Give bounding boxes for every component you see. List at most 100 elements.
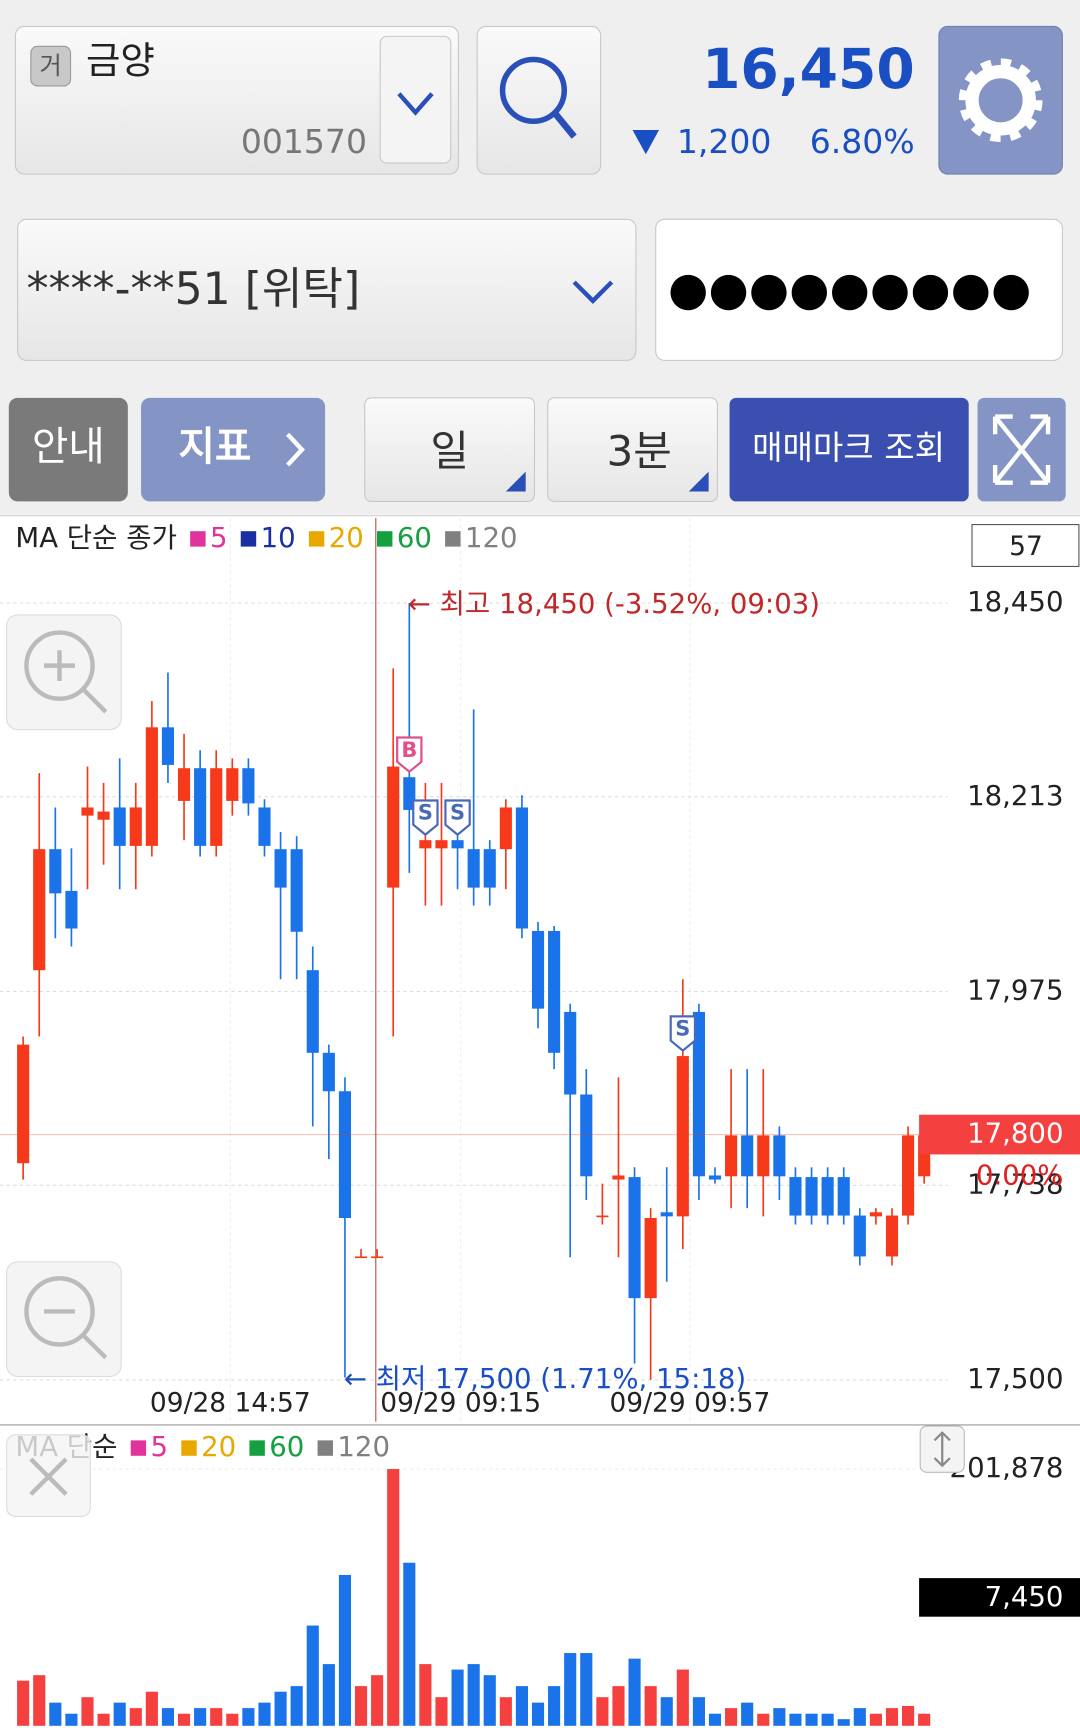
- badge: 거: [40, 51, 62, 80]
- rate: 6.80%: [810, 122, 915, 161]
- candle-body: [515, 807, 528, 929]
- volume-bar: [725, 1708, 738, 1726]
- high-annotation: ← 최고 18,450 (-3.52%, 09:03): [408, 588, 820, 620]
- trade-mark-label: S: [418, 801, 433, 825]
- volume-current: 7,450: [985, 1581, 1064, 1613]
- y-tick-label: 17,500: [967, 1363, 1063, 1395]
- volume-bar: [338, 1574, 351, 1726]
- volume-bar: [531, 1702, 545, 1726]
- trade-mark-button[interactable]: [729, 397, 969, 502]
- legend-swatch: [181, 1440, 197, 1456]
- legend: MA 단순 종가 5 10 20 60 120: [15, 522, 517, 554]
- indicator-button[interactable]: [141, 397, 326, 502]
- y-tick-label: 201,878: [950, 1452, 1064, 1484]
- candle-body: [194, 768, 207, 846]
- period-button[interactable]: [364, 397, 536, 502]
- candle-body: [242, 768, 255, 804]
- legend-swatch: [445, 531, 461, 547]
- legend-label: 20: [201, 1431, 236, 1463]
- volume-bar: [258, 1702, 271, 1726]
- candle-body: [290, 849, 303, 932]
- candle-body: [757, 1135, 770, 1177]
- volume-bar: [499, 1697, 512, 1726]
- candle-body: [692, 1011, 705, 1177]
- resize-icon: [933, 1431, 951, 1468]
- y-tick-label: 18,450: [967, 586, 1063, 618]
- legend-swatch: [317, 1440, 333, 1456]
- search-button[interactable]: [476, 25, 602, 175]
- candle-body: [338, 1091, 351, 1218]
- zoom-icon-detail: [44, 1309, 108, 1360]
- volume-bar: [773, 1708, 786, 1726]
- volume-bar: [467, 1664, 480, 1726]
- interval-button[interactable]: [547, 397, 718, 502]
- dropdown[interactable]: [379, 35, 452, 164]
- legend-label: 5: [151, 1431, 169, 1463]
- guide-button[interactable]: [8, 397, 128, 502]
- candle-body: [853, 1215, 866, 1257]
- candle-body: [113, 807, 126, 846]
- chevron: [397, 92, 434, 116]
- candle-body: [65, 890, 78, 929]
- candle-body: [451, 840, 464, 849]
- stock-box[interactable]: [14, 25, 459, 175]
- zoom-icon: [24, 1276, 95, 1347]
- volume-current-box: [919, 1578, 1080, 1617]
- legend-swatch: [240, 531, 257, 547]
- volume-bar: [853, 1708, 866, 1726]
- volume-bar: [435, 1697, 448, 1726]
- x-label: 09/28 14:57: [150, 1387, 311, 1418]
- volume-bar: [660, 1697, 673, 1726]
- legend-swatch: [249, 1440, 265, 1456]
- candle-body: [676, 1056, 689, 1217]
- volume-bar: [757, 1713, 770, 1726]
- trade-mark: [396, 736, 423, 774]
- volume: 201,878 7,450: [0, 1452, 1080, 1726]
- volume-bar: [113, 1702, 126, 1726]
- price: 16,450: [702, 37, 915, 101]
- y-tick-label: 18,213: [967, 780, 1063, 812]
- volume-bar: [902, 1705, 915, 1726]
- close-icon: [29, 1457, 68, 1496]
- candle-body: [725, 1135, 738, 1177]
- legend-label: 10: [261, 522, 296, 554]
- candle-body: [145, 727, 158, 846]
- account-box[interactable]: [17, 218, 637, 361]
- candle-body: [322, 1052, 335, 1092]
- volume-bar: [918, 1713, 931, 1726]
- candle-body: [821, 1177, 834, 1216]
- gear: [965, 65, 1036, 136]
- volume-bar: [708, 1713, 722, 1726]
- candle-body: [354, 1256, 368, 1259]
- volume-bar: [451, 1669, 464, 1726]
- low-annotation: ← 최저 17,500 (1.71%, 15:18): [344, 1363, 746, 1395]
- candle-body: [467, 849, 480, 888]
- settings-button[interactable]: [938, 25, 1063, 175]
- volume-bar: [837, 1719, 850, 1726]
- volume-bar: [129, 1708, 142, 1726]
- candle-body: [226, 768, 239, 801]
- current-box: [919, 1114, 1080, 1155]
- volume-bar: [419, 1664, 432, 1726]
- volume-bar: [97, 1713, 110, 1726]
- legend-label: 120: [337, 1431, 390, 1463]
- legend-title: MA 단순 종가: [15, 522, 177, 554]
- zoom-icon: [24, 630, 95, 701]
- x-label: 09/29 09:15: [380, 1387, 541, 1418]
- trade-mark-label: S: [675, 1017, 690, 1041]
- candle-body: [580, 1094, 593, 1177]
- volume-bar: [161, 1708, 175, 1726]
- candle-body: [741, 1135, 754, 1177]
- password: ●●●●●●●●●: [668, 262, 1031, 316]
- password-box[interactable]: [655, 218, 1063, 361]
- candle-body: [644, 1217, 657, 1299]
- candle-body: [81, 807, 94, 816]
- volume-bar: [65, 1713, 78, 1726]
- volume-bar: [194, 1708, 207, 1726]
- volume-bar: [145, 1691, 158, 1726]
- candle-body: [274, 849, 287, 888]
- trade-mark-label: S: [450, 801, 465, 825]
